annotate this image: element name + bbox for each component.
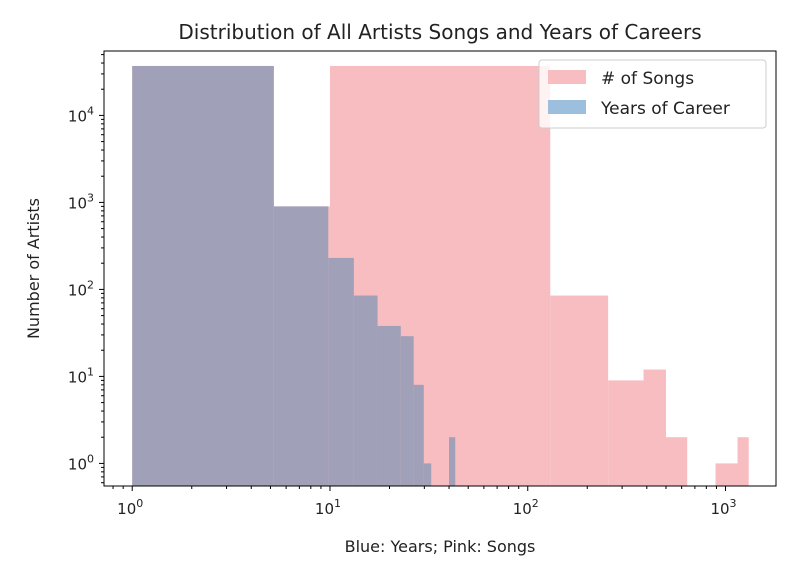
songs-bar-3	[550, 295, 609, 486]
years-bar-7	[423, 463, 432, 486]
legend-box	[538, 59, 767, 129]
y-tick-label-1: 101	[68, 365, 94, 386]
years-bar-6	[413, 384, 424, 486]
songs-bar-4	[608, 380, 644, 486]
y-tick-label-4: 104	[68, 104, 94, 125]
legend-label-songs: # of Songs	[601, 69, 694, 89]
songs-bar-5	[643, 369, 666, 486]
years-bar-4	[377, 325, 401, 486]
songs-bar-6	[665, 437, 688, 486]
y-tick-label-0: 100	[68, 452, 94, 473]
legend-swatch-years	[548, 100, 586, 114]
years-bar-1	[273, 206, 329, 486]
y-tick-label-3: 103	[68, 191, 94, 212]
years-bar-0	[132, 65, 274, 487]
years-bar-5	[400, 336, 414, 486]
y-axis-title: Number of Artists	[24, 198, 43, 339]
chart-title: Distribution of All Artists Songs and Ye…	[178, 20, 701, 44]
axes-frame	[103, 50, 777, 487]
ticks-layer: 100 101 102 103 100 101 102 103 104	[68, 54, 737, 518]
x-tick-label-1: 101	[315, 497, 341, 518]
songs-bar-8	[737, 437, 749, 486]
years-bar-2	[328, 257, 354, 486]
years-bar-8	[449, 437, 456, 486]
x-tick-label-3: 103	[710, 497, 736, 518]
legend-swatch-songs	[548, 70, 586, 84]
y-tick-label-2: 102	[68, 278, 94, 299]
x-tick-label-0: 100	[117, 497, 143, 518]
songs-bar-7	[715, 463, 738, 486]
x-axis-title: Blue: Years; Pink: Songs	[345, 537, 536, 556]
x-tick-label-2: 102	[513, 497, 539, 518]
bars-layer	[132, 65, 749, 487]
legend-label-years: Years of Career	[600, 99, 730, 119]
legend: # of Songs Years of Career	[538, 59, 767, 129]
years-bar-3	[353, 295, 378, 486]
